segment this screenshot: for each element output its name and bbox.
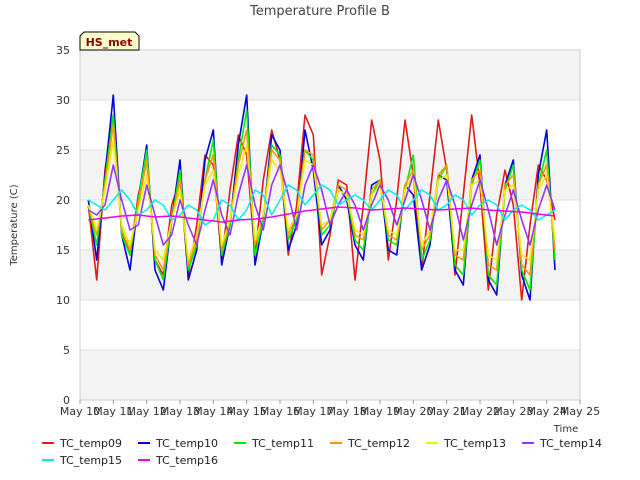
x-tick-label: May 21 [427, 405, 467, 418]
x-tick-label: May 18 [327, 405, 367, 418]
y-tick-label: 5 [63, 344, 70, 357]
background-band [80, 350, 580, 400]
background-band [80, 50, 580, 100]
legend-label: TC_temp11 [251, 437, 314, 450]
series-line-TC_temp12 [87, 124, 556, 276]
y-tick-label: 30 [56, 94, 70, 107]
y-tick-label: 0 [63, 394, 70, 407]
y-tick-label: 20 [56, 194, 70, 207]
x-tick-label: May 10 [60, 405, 100, 418]
legend-label: TC_temp10 [155, 437, 218, 450]
series-line-TC_temp11 [87, 109, 556, 291]
background-band [80, 150, 580, 200]
legend-label: TC_temp09 [59, 437, 122, 450]
x-tick-label: May 15 [227, 405, 267, 418]
x-tick-label: May 22 [460, 405, 500, 418]
x-tick-label: May 17 [293, 405, 333, 418]
station-badge: HS_met [79, 31, 140, 51]
legend-label: TC_temp13 [443, 437, 506, 450]
legend-label: TC_temp15 [59, 454, 122, 467]
legend-label: TC_temp14 [539, 437, 602, 450]
y-axis-label: Temperature (C) [9, 184, 20, 266]
legend-label: TC_temp16 [155, 454, 218, 467]
y-tick-label: 15 [56, 244, 70, 257]
x-tick-label: May 16 [260, 405, 300, 418]
x-tick-label: May 11 [93, 405, 133, 418]
x-tick-label: May 12 [127, 405, 167, 418]
plot-area-frame [79, 49, 581, 401]
chart-title: Temperature Profile B [249, 4, 390, 19]
x-tick-label: May 13 [160, 405, 200, 418]
badge-box [79, 31, 140, 51]
y-axis-ticks: 0 5 10 15 20 25 30 35 [56, 44, 70, 407]
legend-label: TC_temp12 [347, 437, 410, 450]
badge-text: HS_met [86, 36, 133, 49]
series-line-TC_temp16 [88, 206, 556, 223]
x-tick-label: May 19 [360, 405, 400, 418]
series-line-TC_temp14 [87, 164, 556, 246]
y-tick-label: 35 [56, 44, 70, 57]
y-tick-label: 10 [56, 294, 70, 307]
series-lines [87, 94, 556, 301]
series-line-TC_temp10 [87, 94, 556, 301]
x-tick-label: May 24 [527, 405, 567, 418]
x-tick-label: May 20 [393, 405, 433, 418]
legend: TC_temp09 TC_temp10 TC_temp11 TC_temp12 TC_t… [42, 437, 602, 467]
y-tick-label: 25 [56, 144, 70, 157]
x-tick-label: May 14 [193, 405, 233, 418]
series-line-TC_temp13 [87, 139, 556, 261]
x-axis-label: Time [553, 424, 578, 435]
x-tick-label: May 23 [493, 405, 533, 418]
x-tick-label: May 25 [560, 405, 600, 418]
